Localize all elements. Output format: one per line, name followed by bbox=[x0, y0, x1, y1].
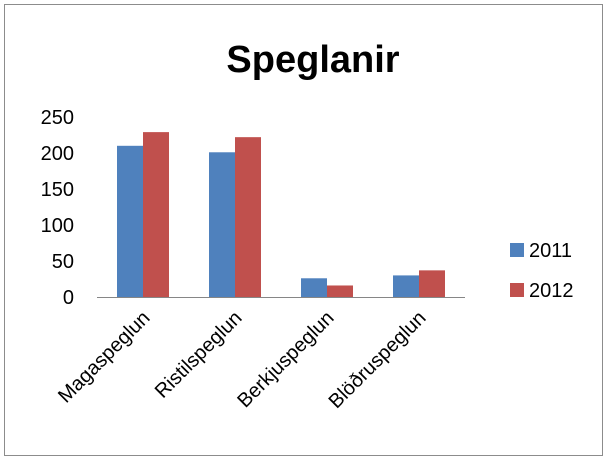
y-axis-ticks: 0 50 100 150 200 250 bbox=[41, 107, 74, 309]
y-tick-label: 0 bbox=[63, 287, 74, 309]
bar-2011-4 bbox=[393, 275, 419, 297]
x-category-label: Blöðruspeglun bbox=[325, 307, 431, 413]
legend-swatch-2011 bbox=[510, 243, 524, 257]
x-axis-labels: MagaspeglunRistilspeglunBerkjuspeglunBlö… bbox=[54, 307, 430, 413]
bar-2012-3 bbox=[327, 285, 353, 297]
bar-2012-1 bbox=[143, 132, 169, 297]
bar-2011-2 bbox=[209, 152, 235, 297]
chart-frame bbox=[4, 4, 603, 456]
y-tick-label: 150 bbox=[41, 179, 74, 201]
legend-label-2012: 2012 bbox=[529, 280, 574, 302]
x-category-label: Ristilspeglun bbox=[151, 307, 247, 403]
bar-2012-2 bbox=[235, 137, 261, 297]
x-category-label: Berkjuspeglun bbox=[233, 307, 338, 412]
y-tick-label: 50 bbox=[52, 251, 74, 273]
bar-2012-4 bbox=[419, 270, 445, 297]
y-tick-label: 200 bbox=[41, 143, 74, 165]
bar-2011-1 bbox=[117, 145, 143, 297]
y-tick-label: 250 bbox=[41, 107, 74, 129]
chart-title: Speglanir bbox=[226, 39, 399, 81]
bars-group bbox=[117, 132, 445, 297]
y-tick-label: 100 bbox=[41, 215, 74, 237]
x-category-label: Magaspeglun bbox=[54, 307, 154, 407]
legend-label-2011: 2011 bbox=[529, 240, 572, 262]
legend: 2011 2012 bbox=[510, 240, 574, 302]
bar-2011-3 bbox=[301, 278, 327, 297]
legend-swatch-2012 bbox=[510, 283, 524, 297]
